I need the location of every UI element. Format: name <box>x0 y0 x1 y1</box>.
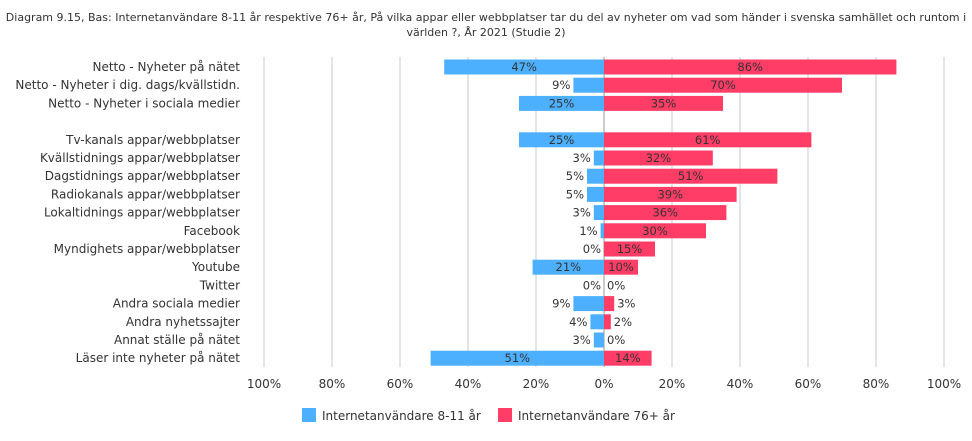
bar <box>604 205 727 221</box>
data-label: 1% <box>579 224 597 238</box>
legend-swatch <box>498 408 512 422</box>
data-label: 25% <box>549 133 575 147</box>
legend-swatch <box>302 408 316 422</box>
x-tick-label: 20% <box>523 377 550 391</box>
category-label: Andra sociala medier <box>113 297 240 311</box>
x-tick-label: 100% <box>247 377 281 391</box>
data-label: 5% <box>566 187 584 201</box>
category-label: Lokaltidnings appar/webbplatser <box>44 206 240 220</box>
data-label: 4% <box>569 315 587 329</box>
x-tick-label: 20% <box>659 377 686 391</box>
data-label: 0% <box>607 333 625 347</box>
data-label: 2% <box>614 315 632 329</box>
bar <box>519 132 604 148</box>
x-tick-label: 80% <box>863 377 890 391</box>
data-label: 21% <box>556 260 582 274</box>
bar <box>604 150 713 166</box>
category-label: Dagstidnings appar/webbplatser <box>45 169 240 183</box>
data-label: 25% <box>549 96 575 110</box>
bar <box>590 314 604 330</box>
bar <box>587 168 604 184</box>
bar <box>430 350 604 366</box>
data-label: 10% <box>608 260 634 274</box>
category-label: Andra nyhetssajter <box>126 315 240 329</box>
data-label: 3% <box>573 151 591 165</box>
x-tick-label: 40% <box>727 377 754 391</box>
data-label: 9% <box>552 78 570 92</box>
x-tick-label: 60% <box>795 377 822 391</box>
bar <box>573 77 604 93</box>
bar <box>593 332 604 348</box>
data-label: 9% <box>552 297 570 311</box>
data-label: 3% <box>617 297 635 311</box>
bar <box>600 223 604 239</box>
data-label: 35% <box>651 96 677 110</box>
data-label: 15% <box>617 242 643 256</box>
category-label: Myndighets appar/webbplatser <box>54 242 240 256</box>
legend-label: Internetanvändare 8-11 år <box>322 409 481 423</box>
bar <box>593 150 604 166</box>
data-label: 51% <box>678 169 704 183</box>
data-label: 0% <box>607 278 625 292</box>
bar <box>604 259 638 275</box>
bar <box>604 132 812 148</box>
data-label: 36% <box>652 206 678 220</box>
data-label: 32% <box>646 151 672 165</box>
x-tick-label: 0% <box>594 377 613 391</box>
data-label: 70% <box>710 78 736 92</box>
data-label: 47% <box>511 60 537 74</box>
legend-label: Internetanvändare 76+ år <box>518 409 675 423</box>
category-label: Kvällstidnings appar/webbplatser <box>40 151 240 165</box>
data-label: 3% <box>573 333 591 347</box>
data-label: 5% <box>566 169 584 183</box>
category-label: Radiokanals appar/webbplatser <box>51 187 240 201</box>
data-label: 0% <box>583 242 601 256</box>
data-label: 14% <box>615 351 641 365</box>
category-label: Tv-kanals appar/webbplatser <box>65 133 240 147</box>
data-label: 61% <box>695 133 721 147</box>
bar <box>587 186 604 202</box>
bar <box>519 95 604 111</box>
bar <box>593 205 604 221</box>
category-label: Läser inte nyheter på nätet <box>76 351 241 365</box>
bar <box>573 296 604 312</box>
bar <box>604 186 737 202</box>
data-label: 86% <box>737 60 763 74</box>
bar <box>532 259 604 275</box>
chart-title: Diagram 9.15, Bas: Internetanvändare 8-1… <box>5 11 967 39</box>
category-label: Netto - Nyheter i sociala medier <box>48 96 240 110</box>
data-label: 3% <box>573 206 591 220</box>
data-label: 30% <box>642 224 668 238</box>
bar <box>604 168 778 184</box>
bar <box>604 296 615 312</box>
category-label: Facebook <box>184 224 240 238</box>
x-tick-label: 100% <box>927 377 961 391</box>
bar <box>444 59 604 75</box>
bar <box>604 77 842 93</box>
data-label: 39% <box>658 187 684 201</box>
category-label: Netto - Nyheter på nätet <box>92 60 240 74</box>
bar <box>604 223 706 239</box>
category-label: Annat ställe på nätet <box>114 333 240 347</box>
bar <box>604 95 723 111</box>
data-label: 51% <box>505 351 531 365</box>
category-label: Twitter <box>199 278 240 292</box>
bar <box>604 314 611 330</box>
data-label: 0% <box>583 278 601 292</box>
x-tick-label: 80% <box>319 377 346 391</box>
x-tick-label: 40% <box>455 377 482 391</box>
x-tick-label: 60% <box>387 377 414 391</box>
bar <box>604 241 655 257</box>
category-label: Netto - Nyheter i dig. dags/kvällstidn. <box>15 78 240 92</box>
category-label: Youtube <box>191 260 240 274</box>
bar <box>604 59 897 75</box>
bar <box>604 350 652 366</box>
